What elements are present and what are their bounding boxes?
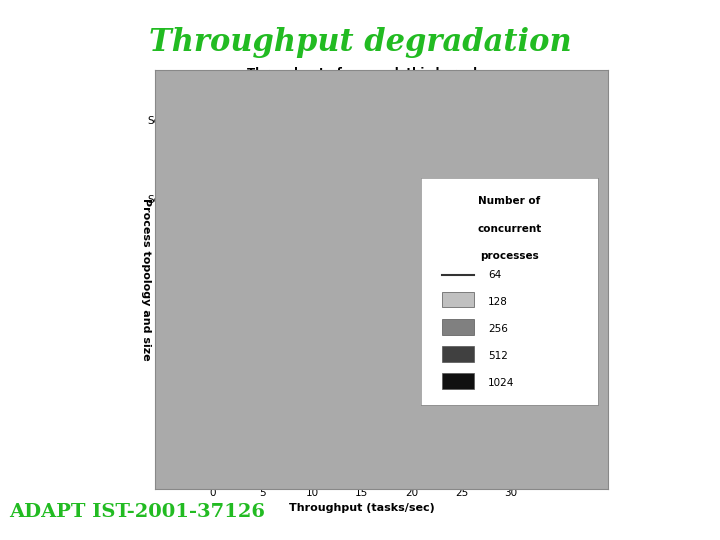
FancyBboxPatch shape — [442, 319, 474, 335]
Text: Number of: Number of — [478, 197, 541, 206]
FancyBboxPatch shape — [442, 373, 474, 389]
FancyBboxPatch shape — [442, 346, 474, 362]
Bar — [212, 130, 322, 138]
Text: 64: 64 — [488, 269, 502, 280]
Bar — [212, 340, 412, 349]
Bar — [212, 288, 361, 297]
Text: ADAPT IST-2001-37126: ADAPT IST-2001-37126 — [9, 503, 265, 521]
Bar — [212, 368, 287, 376]
Text: 1024: 1024 — [488, 379, 515, 388]
Bar — [212, 102, 412, 111]
X-axis label: Throughput (tasks/sec): Throughput (tasks/sec) — [289, 503, 435, 513]
Text: 128: 128 — [488, 297, 508, 307]
Bar — [212, 438, 382, 447]
Bar — [212, 218, 302, 227]
Text: processes: processes — [480, 251, 539, 261]
Bar — [212, 139, 317, 147]
Bar — [212, 200, 361, 208]
FancyBboxPatch shape — [442, 292, 474, 307]
Text: 512: 512 — [488, 351, 508, 361]
Title: Throughput of a monolythic kernel: Throughput of a monolythic kernel — [247, 67, 477, 80]
Bar — [212, 181, 412, 190]
Text: 256: 256 — [488, 324, 508, 334]
Bar — [212, 420, 486, 428]
Bar — [212, 270, 407, 279]
Bar — [212, 359, 337, 367]
Bar — [212, 298, 342, 306]
Bar — [212, 429, 426, 437]
Text: Throughput degradation: Throughput degradation — [149, 27, 571, 58]
Bar — [212, 349, 357, 358]
Bar — [212, 456, 287, 465]
Bar — [212, 261, 412, 269]
Bar — [212, 191, 407, 199]
Bar — [212, 120, 347, 129]
Bar — [212, 447, 322, 456]
Text: concurrent: concurrent — [477, 224, 541, 234]
Y-axis label: Process topology and size: Process topology and size — [141, 198, 151, 361]
Bar — [212, 279, 392, 288]
Bar — [212, 111, 387, 120]
Bar — [212, 209, 327, 218]
